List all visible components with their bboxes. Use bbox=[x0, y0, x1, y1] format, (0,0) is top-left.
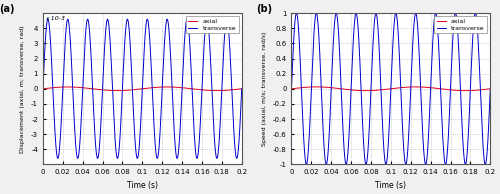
transverse bbox=[116, 150, 122, 152]
axial bbox=[452, 89, 458, 91]
Text: (b): (b) bbox=[256, 4, 272, 14]
transverse bbox=[40, 88, 46, 90]
Line: axial: axial bbox=[43, 87, 242, 91]
axial bbox=[488, 88, 494, 90]
axial bbox=[238, 88, 244, 90]
transverse bbox=[418, 90, 424, 93]
axial bbox=[40, 88, 46, 90]
Line: axial: axial bbox=[292, 87, 490, 91]
transverse bbox=[188, 72, 194, 74]
axial bbox=[159, 86, 165, 88]
transverse bbox=[76, 151, 82, 153]
transverse bbox=[452, 13, 458, 15]
X-axis label: Time (s): Time (s) bbox=[376, 181, 406, 190]
axial bbox=[65, 86, 71, 88]
Line: transverse: transverse bbox=[43, 19, 242, 158]
transverse bbox=[159, 88, 165, 90]
Text: x 10-3: x 10-3 bbox=[45, 16, 65, 21]
axial bbox=[418, 86, 424, 88]
transverse bbox=[204, 19, 210, 21]
axial bbox=[364, 89, 370, 92]
axial bbox=[76, 86, 82, 89]
transverse bbox=[364, 155, 370, 158]
transverse bbox=[294, 12, 300, 14]
transverse bbox=[408, 88, 414, 90]
transverse bbox=[45, 18, 51, 20]
axial bbox=[204, 89, 210, 91]
transverse bbox=[238, 88, 244, 90]
Legend: axial, transverse: axial, transverse bbox=[434, 16, 487, 33]
axial bbox=[437, 87, 443, 90]
transverse bbox=[488, 88, 494, 90]
transverse bbox=[169, 90, 175, 92]
Line: transverse: transverse bbox=[292, 13, 490, 165]
Text: (a): (a) bbox=[0, 4, 14, 14]
X-axis label: Time (s): Time (s) bbox=[127, 181, 158, 190]
Y-axis label: Displacement (axial, m; transverse, rad): Displacement (axial, m; transverse, rad) bbox=[20, 25, 25, 152]
axial bbox=[408, 86, 414, 88]
axial bbox=[116, 89, 122, 92]
axial bbox=[314, 86, 320, 88]
axial bbox=[188, 87, 194, 90]
transverse bbox=[234, 157, 239, 159]
transverse bbox=[437, 70, 443, 73]
Y-axis label: Speed (axial, m/s; transverse, rad/s): Speed (axial, m/s; transverse, rad/s) bbox=[262, 31, 268, 146]
axial bbox=[324, 86, 330, 88]
axial bbox=[288, 88, 294, 90]
transverse bbox=[288, 88, 294, 90]
transverse bbox=[482, 163, 488, 166]
axial bbox=[462, 89, 468, 92]
transverse bbox=[324, 156, 330, 159]
axial bbox=[169, 86, 175, 88]
Legend: axial, transverse: axial, transverse bbox=[186, 16, 238, 33]
axial bbox=[214, 89, 220, 92]
